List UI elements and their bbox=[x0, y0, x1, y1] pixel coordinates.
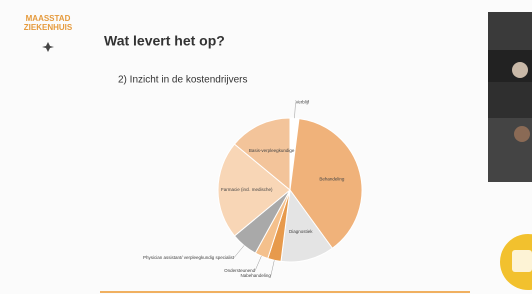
logo-text: MAASSTAD bbox=[26, 14, 71, 23]
slide-title: Wat levert het op? bbox=[104, 33, 225, 49]
page: MAASSTAD ZIEKENHUIS Wat levert het op? 2… bbox=[0, 0, 532, 299]
logo-text: ZIEKENHUIS bbox=[24, 23, 73, 32]
slice-label: Farmacie (incl. medische) bbox=[221, 187, 273, 192]
slice-label: Diagnostiek bbox=[289, 229, 313, 234]
slice-label: Physician assistant/ verpleegkundig spec… bbox=[143, 255, 235, 260]
participant bbox=[514, 126, 530, 142]
participant bbox=[512, 62, 528, 78]
slice-label: Nabehandeling bbox=[241, 273, 272, 278]
slice-label: Behandeling bbox=[319, 176, 345, 181]
video-tile bbox=[488, 82, 532, 118]
chart-title: 2) Inzicht in de kostendrijvers bbox=[118, 75, 248, 86]
screen: MAASSTAD ZIEKENHUIS Wat levert het op? 2… bbox=[0, 0, 532, 294]
coins-stack bbox=[512, 250, 532, 272]
slice-label: Verblijf bbox=[296, 100, 310, 105]
slice-label: Ondersteunend bbox=[224, 268, 256, 273]
slice-label: Basis-verpleegkundige bbox=[249, 148, 295, 153]
video-tile bbox=[488, 12, 532, 50]
